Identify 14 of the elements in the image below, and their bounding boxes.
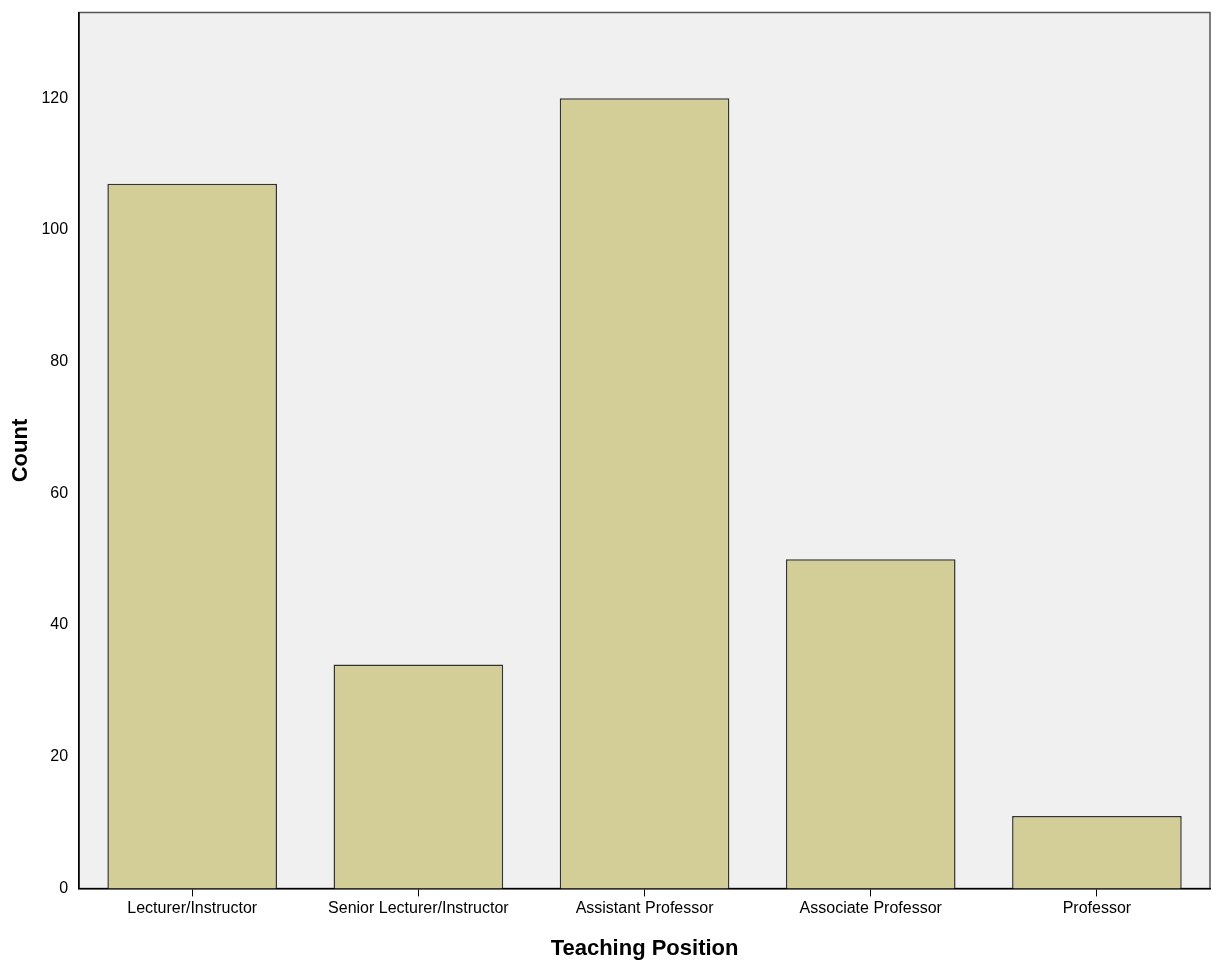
x-tick-label: Assistant Professor <box>575 899 715 917</box>
x-tick-label: Professor <box>1062 899 1132 917</box>
x-tick-label: Lecturer/Instructor <box>127 899 258 917</box>
x-axis-title: Teaching Position <box>550 934 739 960</box>
y-tick-label: 0 <box>59 878 69 896</box>
y-tick-label: 100 <box>41 220 69 238</box>
x-tick-label: Associate Professor <box>799 899 943 917</box>
y-tick-label: 120 <box>41 88 69 106</box>
y-tick-label: 20 <box>50 747 69 765</box>
y-tick-label: 60 <box>50 483 69 501</box>
y-tick-label: 40 <box>50 615 69 633</box>
y-axis-title: Count <box>7 418 33 483</box>
x-tick-label: Senior Lecturer/Instructor <box>328 899 510 917</box>
y-tick-label: 80 <box>50 352 69 370</box>
